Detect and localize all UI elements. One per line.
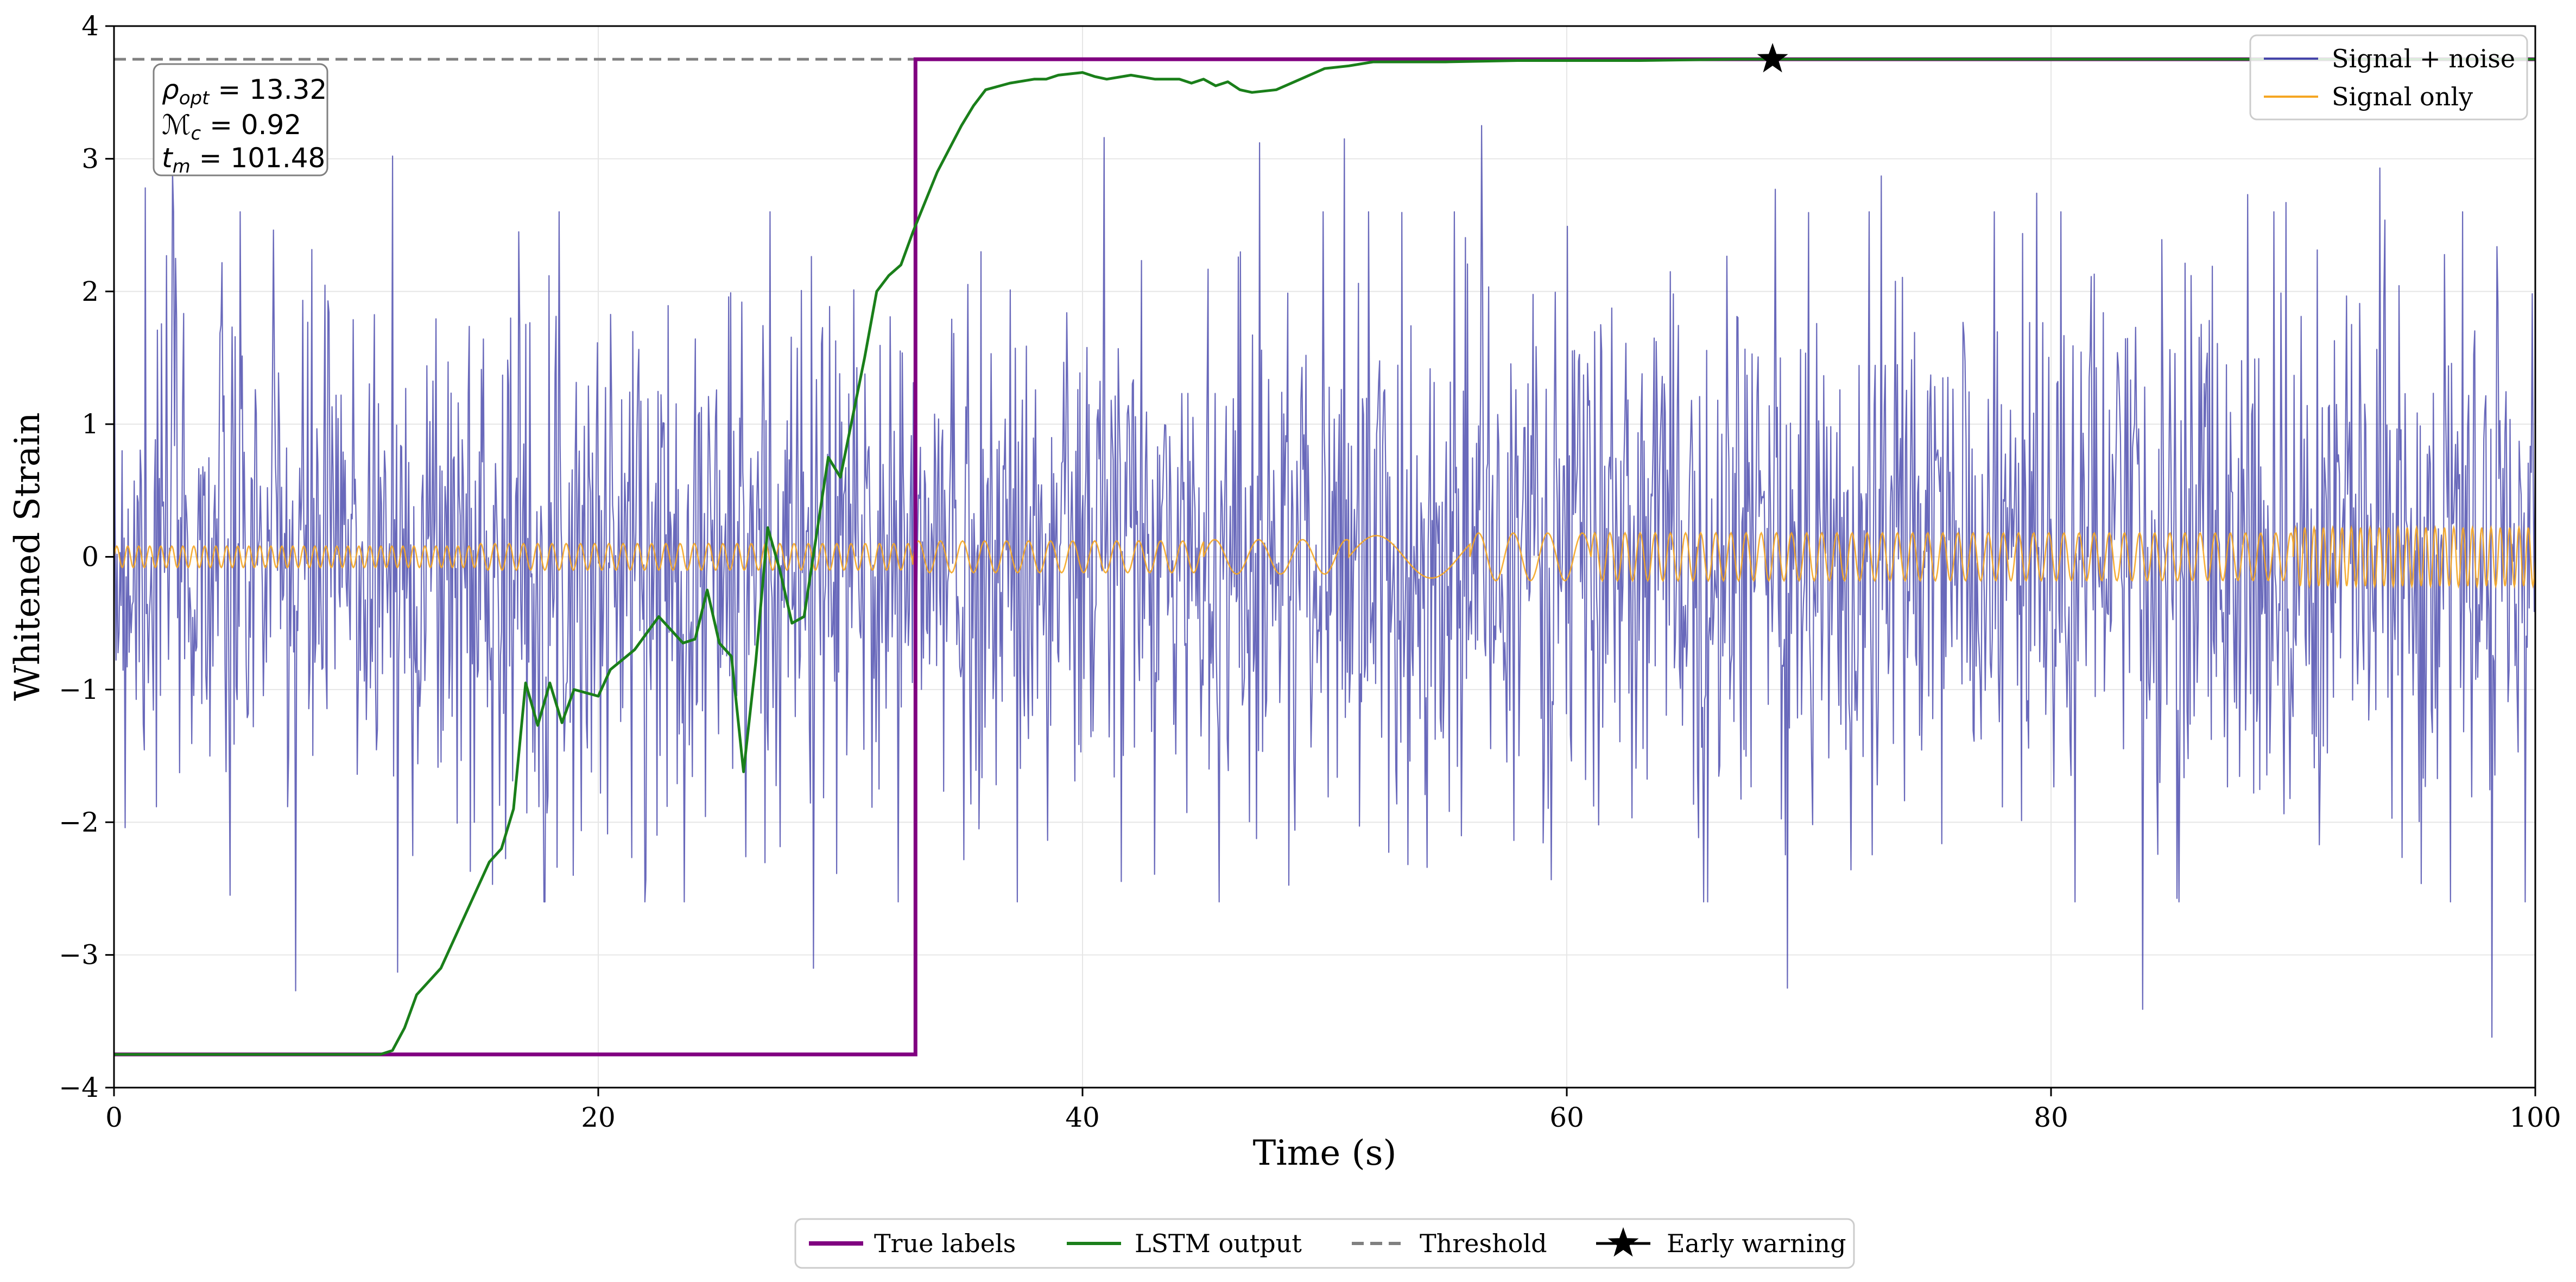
annotation-box: ρopt = 13.32 ℳc = 0.92 tm = 101.48 — [153, 63, 328, 178]
y-tick-label: −4 — [59, 1072, 99, 1103]
legend-signal-label: Signal only — [2332, 82, 2473, 111]
y-tick-label: 0 — [81, 541, 99, 573]
legend-true-labels-label: True labels — [874, 1229, 1016, 1258]
legend-inner: Signal + noise Signal only — [2249, 34, 2528, 121]
x-tick-label: 0 — [105, 1102, 123, 1133]
annotation-rho-opt: ρopt = 13.32 — [162, 74, 327, 109]
legend-threshold-label: Threshold — [1420, 1229, 1547, 1258]
x-axis-label: Time (s) — [1253, 1133, 1397, 1173]
annotation-m-value: = 0.92 — [201, 109, 301, 141]
plot-series — [114, 57, 2535, 1057]
y-tick-label: 1 — [81, 408, 99, 440]
y-tick-label: −2 — [59, 806, 99, 838]
legend-early-warning-label: Early warning — [1667, 1229, 1846, 1258]
x-tick-label: 100 — [2509, 1102, 2561, 1133]
annotation-frame — [153, 63, 328, 176]
x-tick-label: 20 — [581, 1102, 616, 1133]
y-tick-label: 3 — [81, 143, 99, 174]
signal-only-line — [114, 525, 2535, 589]
x-tick-label: 40 — [1065, 1102, 1100, 1133]
legend-early-warning-star — [1607, 1227, 1639, 1257]
early-warning-marker — [1757, 43, 1788, 73]
annotation-t-symbol: t — [162, 142, 174, 174]
lstm-output-line — [114, 58, 2535, 1056]
y-tick-label: −1 — [59, 674, 99, 705]
legend-outer: True labels LSTM output Threshold Early … — [794, 1218, 1855, 1269]
y-axis-label: Whitened Strain — [8, 412, 48, 700]
signal-plus-noise-line — [114, 125, 2535, 1038]
annotation-t-value: = 101.48 — [191, 142, 326, 174]
annotation-m-symbol: ℳ — [162, 109, 191, 141]
legend-lstm-label: LSTM output — [1135, 1229, 1302, 1258]
legend-noise-label: Signal + noise — [2332, 44, 2515, 73]
annotation-t-subscript: m — [173, 156, 191, 178]
annotation-m-c: ℳc = 0.92 — [162, 109, 301, 144]
x-tick-label: 60 — [1549, 1102, 1584, 1133]
axis-ticks: 0 20 40 60 80 100 −4 −3 −2 −1 0 1 2 3 4 — [59, 10, 2561, 1133]
annotation-rho-subscript: opt — [179, 87, 210, 109]
annotation-rho-symbol: ρ — [162, 74, 179, 105]
annotation-m-subscript: c — [191, 123, 201, 144]
annotation-rho-value: = 13.32 — [209, 74, 327, 105]
legend-outer-frame — [794, 1218, 1855, 1269]
y-tick-label: 4 — [81, 10, 99, 42]
annotation-t-m: tm = 101.48 — [162, 142, 325, 178]
legend-inner-frame — [2249, 34, 2528, 121]
y-tick-label: −3 — [59, 939, 99, 971]
y-tick-label: 2 — [81, 276, 99, 307]
x-tick-label: 80 — [2034, 1102, 2068, 1133]
